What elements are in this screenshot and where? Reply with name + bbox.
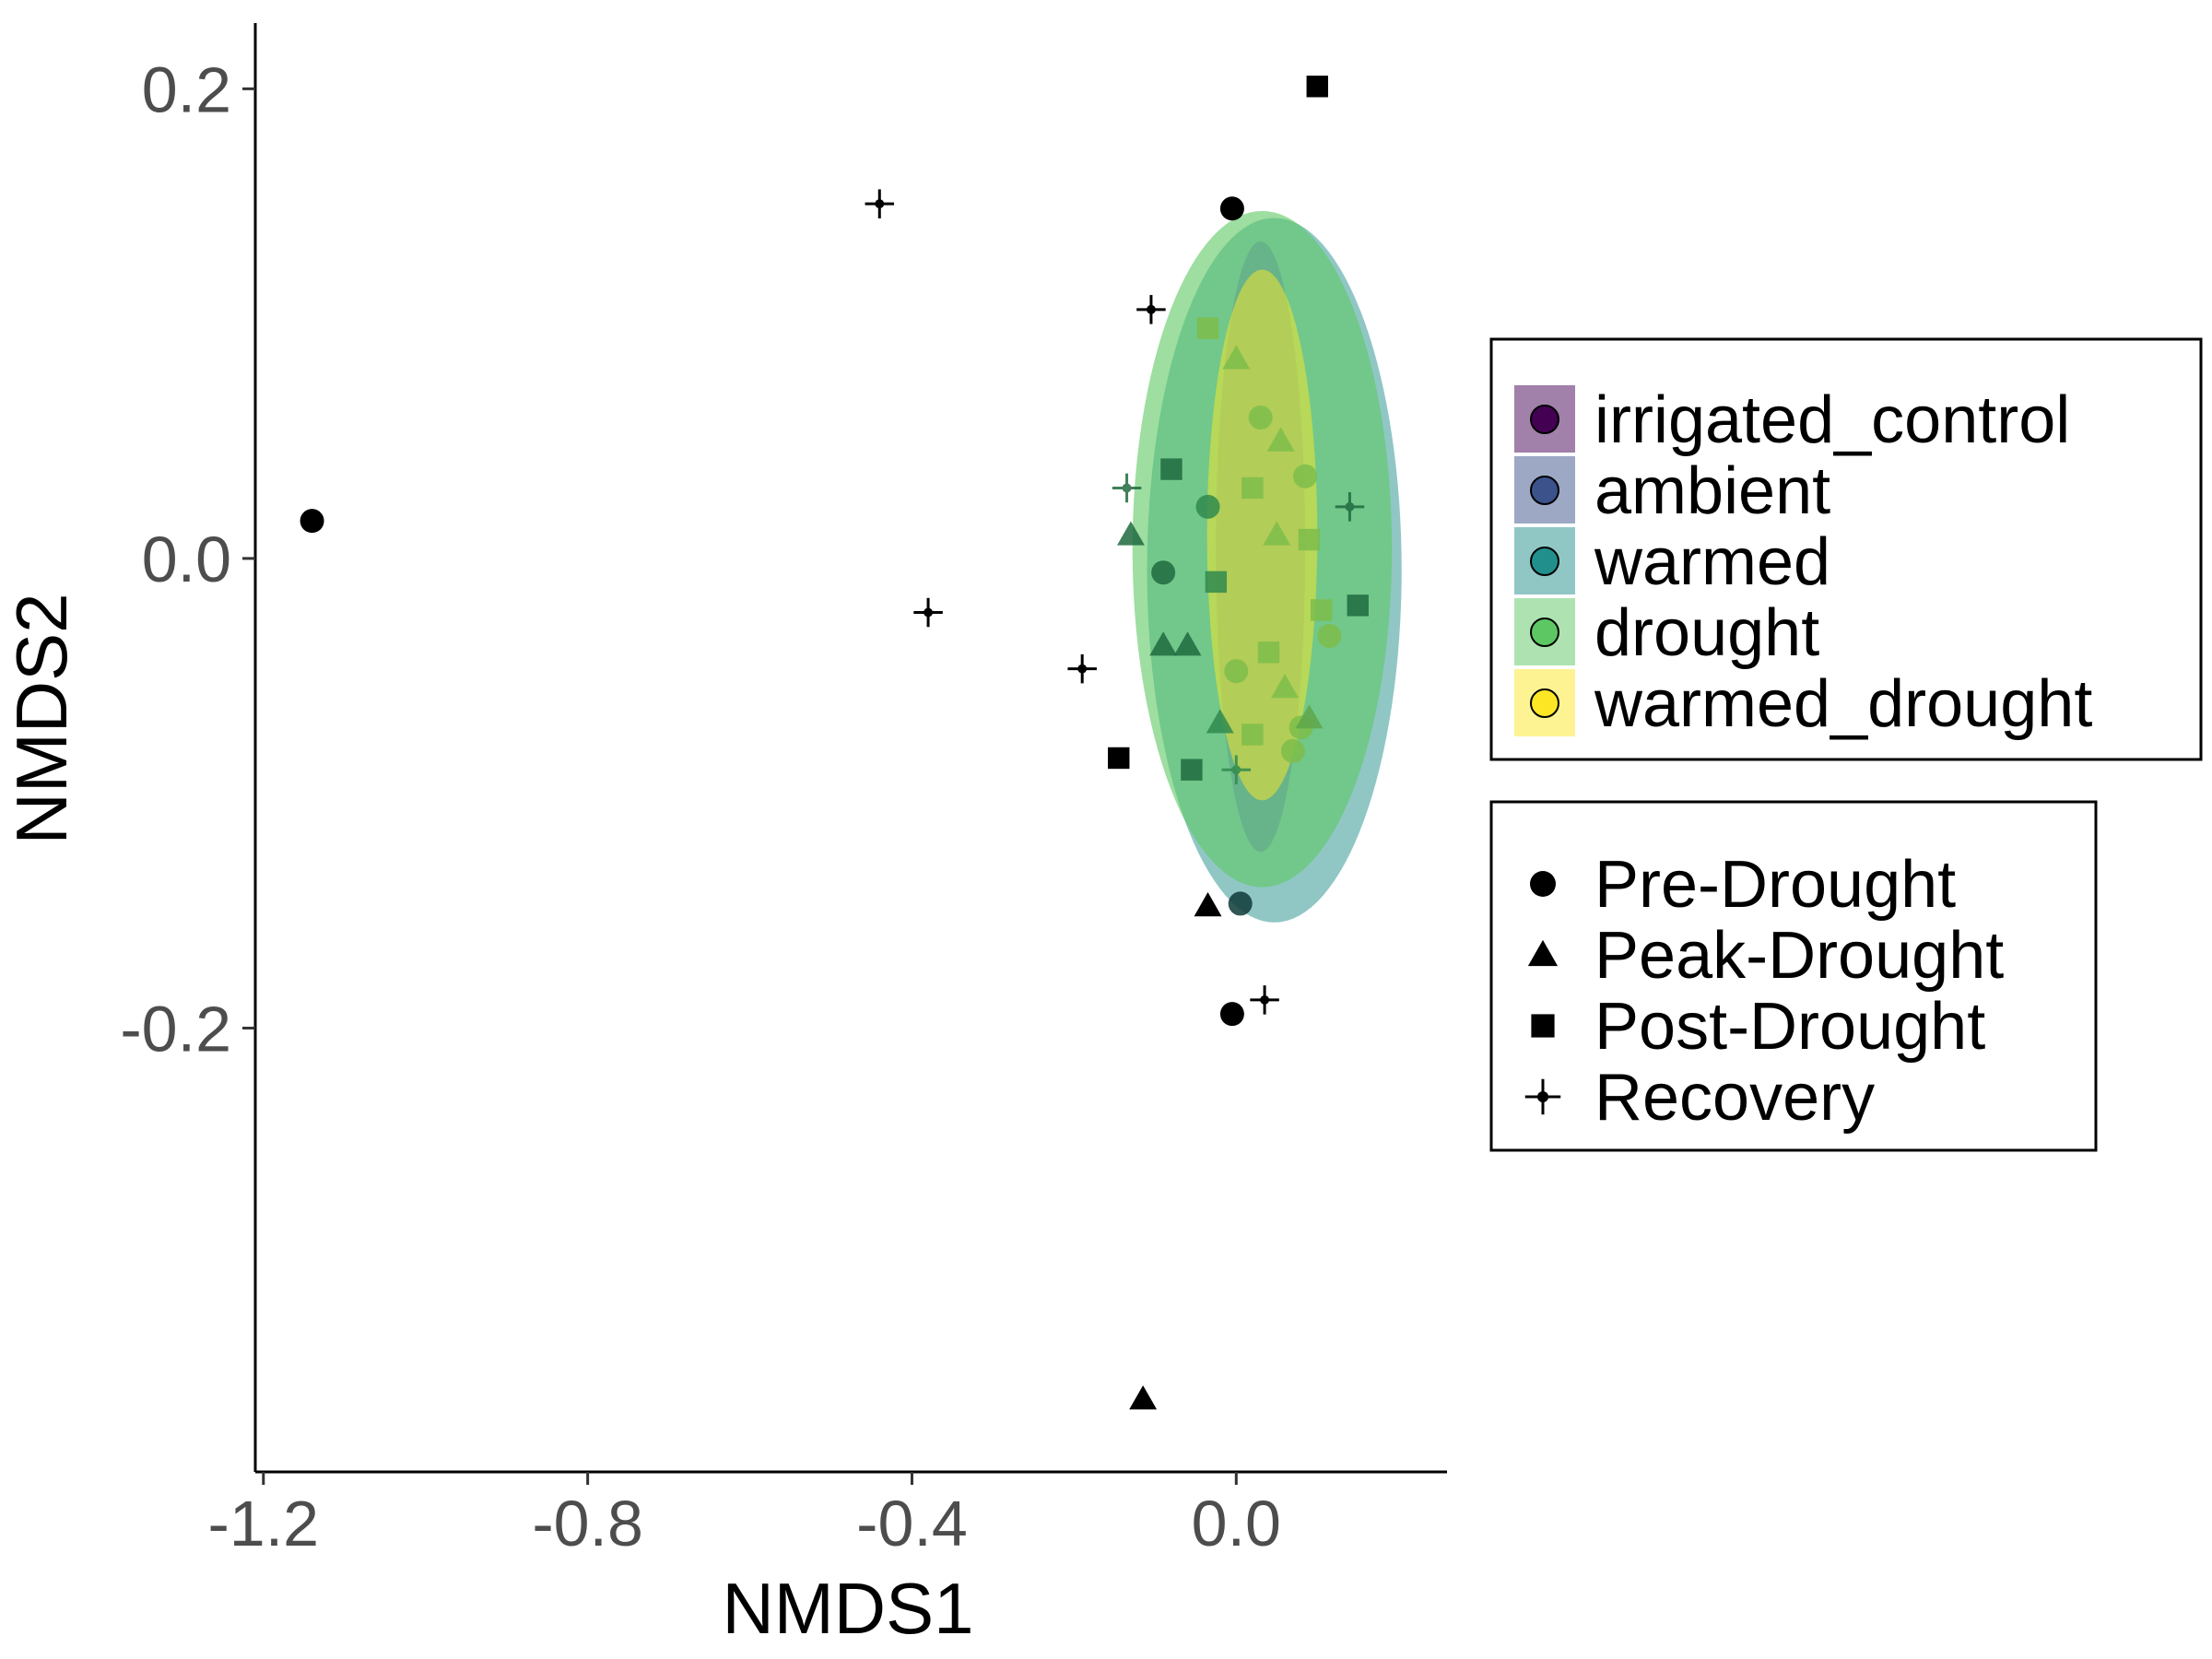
data-point-square [1108, 747, 1130, 770]
data-point-cross [1335, 492, 1365, 522]
data-point-triangle [1173, 631, 1202, 656]
plot-area [300, 76, 1402, 1410]
y-tick-label: 0.2 [142, 53, 231, 125]
data-point-circle [1317, 623, 1342, 648]
data-point-cross [913, 597, 943, 628]
data-point-circle [1293, 464, 1318, 488]
shape-legend-key [1530, 871, 1556, 897]
data-point-triangle [1271, 674, 1300, 699]
fill-legend-point [1530, 618, 1559, 647]
data-point-square [1306, 76, 1328, 98]
shape-legend-key [1524, 1078, 1561, 1115]
shape-legend: Pre-DroughtPeak-DroughtPost-DroughtRecov… [1489, 800, 2098, 1152]
shape-legend-item: Recovery [1524, 1061, 1875, 1135]
fill-legend-box [1489, 337, 2203, 761]
data-point-cross [1221, 755, 1252, 784]
shape-legend-item: Post-Drought [1531, 990, 1985, 1064]
data-point-triangle [1266, 427, 1295, 452]
data-point-circle [1248, 406, 1273, 430]
data-point-circle [1224, 659, 1249, 684]
data-point-triangle [1206, 709, 1234, 734]
fill-legend-label: irrigated_control [1594, 383, 2070, 457]
fill-legend-point [1530, 476, 1559, 505]
data-point-triangle [1194, 892, 1222, 917]
shape-legend-label: Peak-Drought [1594, 919, 2004, 993]
fill-legend-label: drought [1594, 596, 1819, 670]
shape-legend-item: Peak-Drought [1527, 919, 2004, 993]
data-point-triangle [1129, 1385, 1158, 1410]
data-point-circle [1219, 196, 1244, 221]
y-tick-label: -0.2 [120, 993, 231, 1065]
axes: -1.2 -0.8 -0.4 0.0 0.2 0.0 -0.2 [120, 23, 1447, 1559]
fill-legend-item: warmed [1514, 525, 1830, 599]
fill-legend-item: warmed_drought [1514, 667, 2092, 741]
fill-legend: irrigated_controlambientwarmeddroughtwar… [1489, 337, 2203, 761]
data-point-square [1298, 528, 1321, 551]
fill-legend-item: drought [1514, 596, 1819, 670]
data-point-square [1196, 317, 1219, 339]
data-point-cross [1067, 653, 1097, 684]
data-point-circle [1228, 891, 1253, 916]
fill-legend-point [1530, 688, 1559, 718]
fill-legend-label: warmed [1594, 525, 1830, 599]
data-point-circle [1280, 738, 1305, 763]
fill-legend-point [1530, 547, 1559, 576]
x-tick-label: -0.4 [856, 1488, 968, 1559]
data-point-square [1181, 759, 1203, 781]
x-tick-label: 0.0 [1192, 1488, 1281, 1559]
data-point-circle [1195, 494, 1220, 519]
data-point-square [1160, 458, 1182, 480]
y-tick-label: 0.0 [142, 524, 231, 595]
data-point-triangle [1117, 521, 1145, 546]
data-point-circle [1219, 1002, 1244, 1027]
data-point-square [1241, 724, 1264, 746]
shape-legend-label: Pre-Drought [1594, 848, 1956, 922]
fill-legend-item: ambient [1514, 454, 1830, 528]
data-point-cross [1112, 473, 1142, 503]
shape-legend-key [1531, 1014, 1555, 1038]
data-point-cross [1136, 295, 1166, 324]
fill-legend-item: irrigated_control [1514, 383, 2070, 457]
data-point-square [1310, 599, 1333, 621]
shape-legend-key [1527, 939, 1559, 967]
data-point-cross [865, 189, 895, 218]
data-point-square [1257, 641, 1280, 664]
shape-legend-item: Pre-Drought [1530, 848, 1956, 922]
fill-legend-label: warmed_drought [1594, 667, 2092, 741]
data-point-triangle [1222, 345, 1251, 370]
data-point-triangle [1263, 521, 1291, 546]
data-point-triangle [1295, 704, 1324, 729]
data-point-triangle [1149, 631, 1178, 656]
x-tick-label: -1.2 [207, 1488, 319, 1559]
x-axis-title: NMDS1 [722, 1568, 973, 1649]
fill-legend-label: ambient [1594, 454, 1830, 528]
shape-legend-label: Post-Drought [1594, 990, 1985, 1064]
data-point-circle [300, 509, 324, 534]
fill-legend-point [1530, 405, 1559, 434]
data-point-square [1241, 477, 1264, 500]
y-axis-title: NMDS2 [1, 593, 82, 844]
data-point-square [1347, 594, 1369, 617]
x-tick-label: -0.8 [532, 1488, 643, 1559]
data-point-circle [1151, 560, 1176, 585]
data-point-square [1205, 571, 1228, 594]
shape-legend-label: Recovery [1594, 1061, 1875, 1135]
data-point-cross [1250, 985, 1279, 1015]
shape-legend-box [1489, 800, 2098, 1152]
